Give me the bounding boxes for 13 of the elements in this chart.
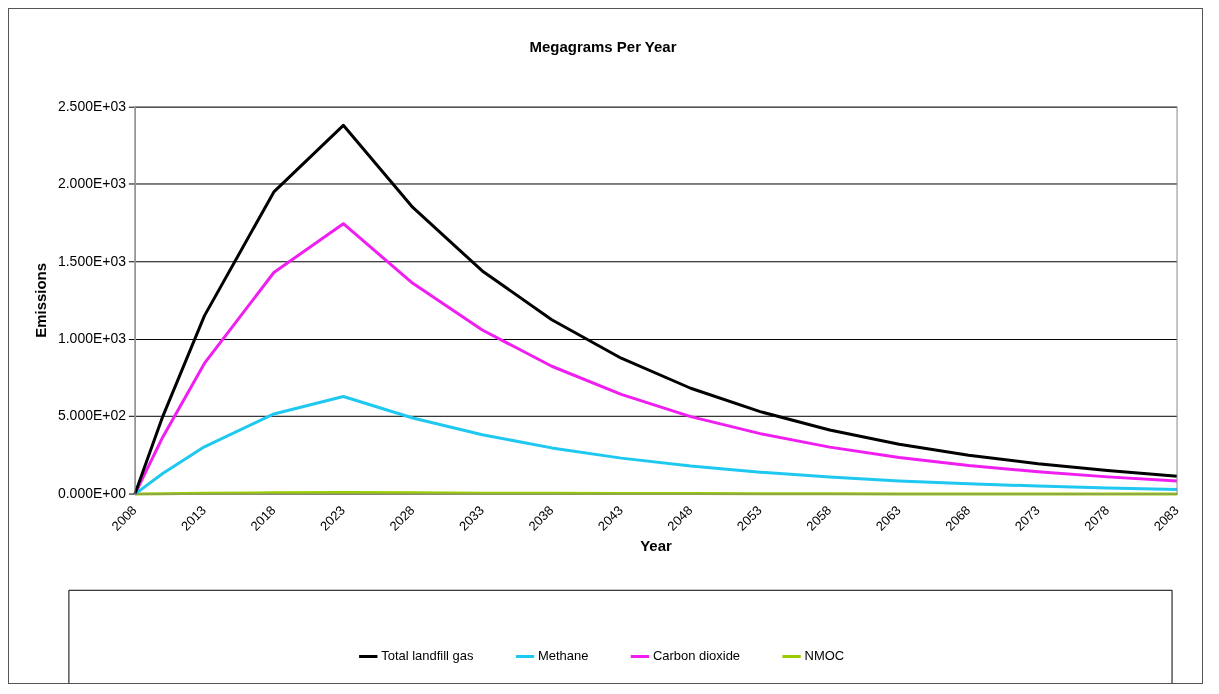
y-tick-label: 1.000E+03 xyxy=(57,329,127,346)
y-tick-label: 2.500E+03 xyxy=(57,97,127,114)
legend-label: NMOC xyxy=(804,648,845,664)
legend-label: Carbon dioxide xyxy=(652,648,741,664)
legend-label: Methane xyxy=(537,648,589,664)
chart-title: Megagrams Per Year xyxy=(529,38,677,56)
y-tick-label: 0.000E+00 xyxy=(57,484,127,501)
y-tick-label: 2.000E+03 xyxy=(57,175,127,192)
x-axis-title: Year xyxy=(640,536,672,554)
y-axis-title: Emissions xyxy=(32,263,50,338)
legend-label: Total landfill gas xyxy=(381,648,474,664)
y-tick-label: 1.500E+03 xyxy=(57,252,127,269)
y-tick-label: 5.000E+02 xyxy=(57,407,127,424)
